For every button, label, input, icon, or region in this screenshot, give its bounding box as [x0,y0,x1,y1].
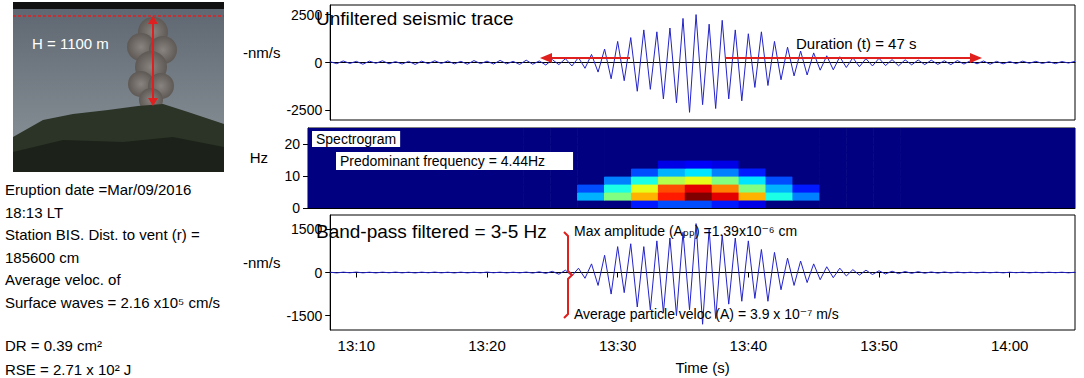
svg-text:Time (s): Time (s) [675,359,729,376]
html-text:Station BIS. Dist. to vent (r): Station BIS. Dist. to vent (r) = [5,226,200,243]
svg-text:Predominant frequency = 4.44Hz: Predominant frequency = 4.44Hz [340,153,545,169]
svg-text:13:10: 13:10 [338,337,376,354]
html-text:Eruption date =Mar/09/2016: Eruption date =Mar/09/2016 [5,181,192,198]
html-text:RSE = 2.71 x 10² J: RSE = 2.71 x 10² J [5,361,132,378]
svg-text:-nm/s: -nm/s [243,254,281,271]
svg-text:Hz: Hz [250,149,268,166]
html-text:Surface waves = 2.16 x10⁵ cm/s: Surface waves = 2.16 x10⁵ cm/s [5,293,221,311]
svg-text:20: 20 [284,136,300,152]
svg-text:13:20: 13:20 [468,337,506,354]
html-text:18:13 LT: 18:13 LT [5,203,64,221]
svg-text:Unfiltered seismic trace: Unfiltered seismic trace [316,8,513,29]
svg-text:2500: 2500 [291,6,323,23]
svg-text:0: 0 [314,55,322,71]
svg-text:H = 1100 m: H = 1100 m [32,35,109,52]
svg-text:1500: 1500 [291,221,323,238]
svg-text:10: 10 [284,168,300,184]
svg-text:Average particle veloc (A) = 3: Average particle veloc (A) = 3.9 x 10⁻⁷ … [574,306,839,322]
svg-text:Spectrogram: Spectrogram [316,131,396,147]
svg-text:-nm/s: -nm/s [243,44,281,61]
html-text:Average veloc. of: Average veloc. of [5,271,121,288]
svg-text:13:30: 13:30 [599,337,637,354]
svg-text:Band-pass filtered = 3-5 Hz: Band-pass filtered = 3-5 Hz [316,221,547,242]
svg-text:13:50: 13:50 [860,337,898,354]
svg-text:Duration (t) = 47 s: Duration (t) = 47 s [796,35,916,52]
svg-text:-2500: -2500 [286,102,322,118]
html-text:DR = 0.39 cm²: DR = 0.39 cm² [5,337,103,354]
svg-text:14:00: 14:00 [991,337,1029,354]
html-text:185600 cm: 185600 cm [5,248,80,266]
svg-text:-1500: -1500 [286,308,322,324]
svg-text:13:40: 13:40 [730,337,768,354]
svg-text:Max amplitude (Aₚₚ) =1.39x10⁻⁶: Max amplitude (Aₚₚ) =1.39x10⁻⁶ cm [574,223,797,239]
svg-text:0: 0 [292,200,300,216]
svg-text:0: 0 [314,265,322,281]
